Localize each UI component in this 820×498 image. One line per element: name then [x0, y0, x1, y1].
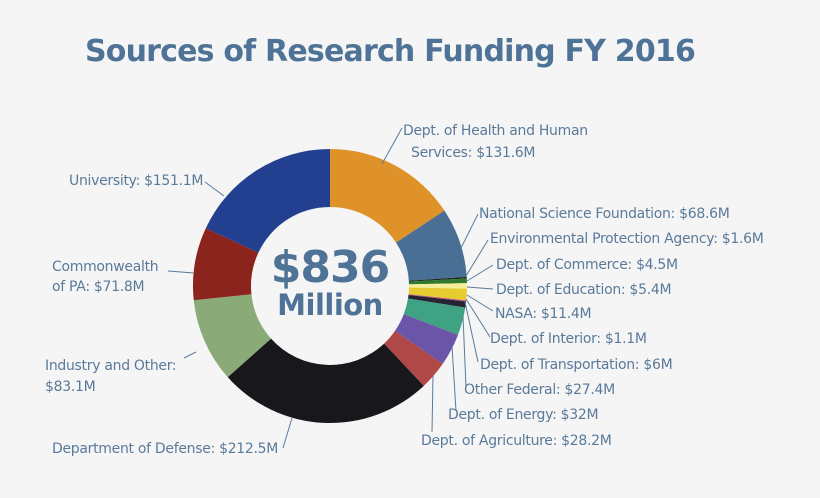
leader-commonwealth: [167, 270, 195, 274]
leader-epa: [465, 239, 489, 277]
label-hhs-line2: Services: $131.6M: [411, 145, 536, 161]
label-nsf: National Science Foundation: $68.6M: [479, 206, 730, 222]
slice-dept-of-transportation: [408, 294, 467, 308]
leader-nasa: [466, 294, 494, 312]
label-agriculture: Dept. of Agriculture: $28.2M: [421, 433, 612, 449]
label-commonwealth-line1: Commonwealth: [52, 259, 159, 275]
leader-lines: [167, 127, 494, 449]
slice-dept-of-education: [408, 283, 467, 289]
label-commonwealth-line2: of PA: $71.8M: [52, 279, 145, 295]
leader-nsf: [460, 213, 479, 249]
leader-industry: [183, 351, 197, 359]
label-transportation: Dept. of Transportation: $6M: [480, 357, 673, 373]
label-nasa: NASA: $11.4M: [495, 306, 592, 322]
leader-energy: [451, 345, 457, 412]
label-commerce: Dept. of Commerce: $4.5M: [496, 257, 678, 273]
leader-agriculture: [431, 375, 434, 433]
slice-industry-and-other: [193, 294, 272, 378]
slice-environmental-protection-agency: [408, 276, 467, 282]
slice-university: [205, 149, 330, 253]
label-other-federal: Other Federal: $27.4M: [464, 382, 615, 398]
leader-transportation: [464, 301, 479, 363]
chart-title: Sources of Research Funding FY 2016: [84, 34, 696, 69]
label-epa: Environmental Protection Agency: $1.6M: [490, 231, 764, 247]
slice-other-federal: [403, 298, 466, 335]
label-defense: Department of Defense: $212.5M: [52, 441, 279, 457]
label-industry-line1: Industry and Other:: [45, 358, 177, 374]
leader-hhs: [381, 127, 403, 165]
slice-dept-of-health-and-human-services: [330, 149, 445, 243]
label-energy: Dept. of Energy: $32M: [448, 407, 599, 423]
label-education: Dept. of Education: $5.4M: [496, 282, 672, 298]
center-total-unit: Million: [277, 288, 383, 322]
label-interior: Dept. of Interior: $1.1M: [490, 331, 647, 347]
leader-defense: [282, 417, 293, 449]
center-total-amount: $836: [270, 242, 390, 293]
slice-commonwealth-of-pa: [193, 228, 259, 301]
slice-national-science-foundation: [395, 210, 467, 281]
donut-slices: [193, 149, 467, 423]
slice-dept-of-energy: [394, 314, 458, 364]
leader-university: [204, 181, 225, 197]
slice-dept-of-commerce: [408, 278, 467, 285]
slice-nasa: [408, 287, 467, 301]
slice-dept-of-interior: [408, 294, 467, 302]
leader-interior: [465, 298, 491, 338]
label-hhs-line1: Dept. of Health and Human: [403, 123, 588, 139]
label-university: University: $151.1M: [69, 173, 204, 189]
leader-other-federal: [462, 315, 467, 388]
label-industry-line2: $83.1M: [45, 379, 96, 395]
slice-department-of-defense: [227, 338, 424, 423]
leader-commerce: [466, 264, 494, 282]
leader-education: [466, 286, 494, 290]
slice-dept-of-agriculture: [384, 330, 443, 386]
